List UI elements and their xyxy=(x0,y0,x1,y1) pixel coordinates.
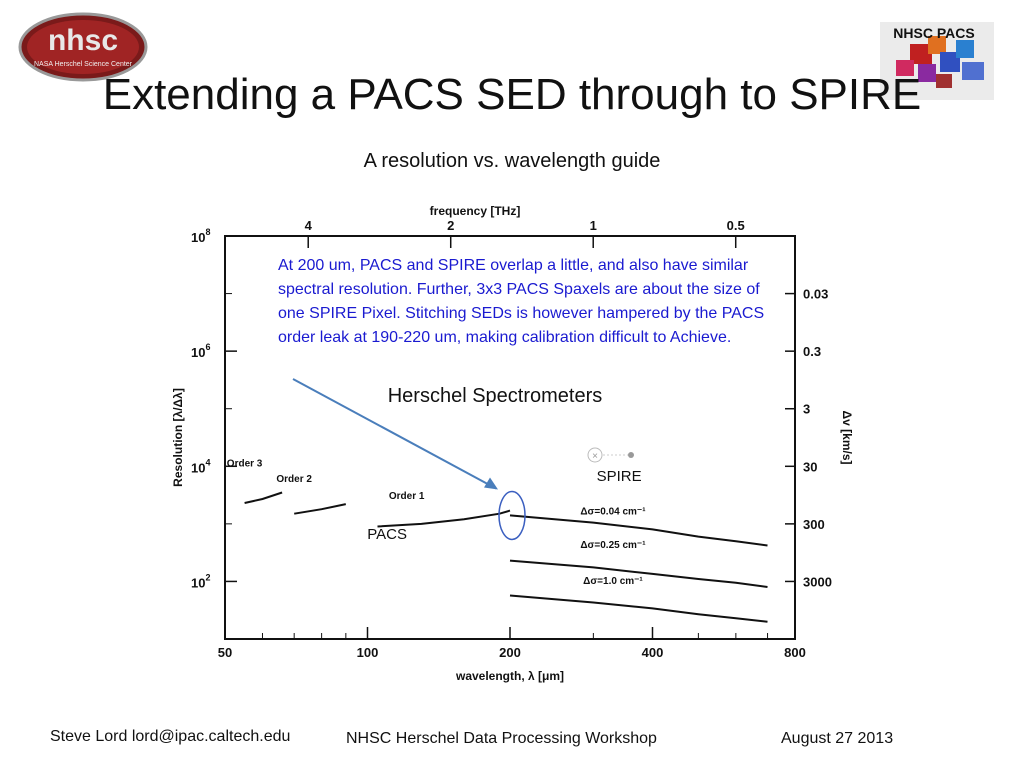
series-line-4 xyxy=(509,514,768,547)
footer-event: NHSC Herschel Data Processing Workshop xyxy=(346,730,657,747)
right-axis-label: Δv [km/s] xyxy=(840,411,854,465)
footer-date: August 27 2013 xyxy=(781,730,894,747)
series-line-1 xyxy=(244,491,283,504)
nhsc-logo: nhsc NASA Herschel Science Center xyxy=(18,12,148,82)
series-line-3 xyxy=(377,509,511,528)
series-label-2: Order 2 xyxy=(276,474,312,485)
overlap-highlight-ellipse xyxy=(498,490,526,541)
x-tick-label: 800 xyxy=(784,645,806,660)
overlay-layer: × xyxy=(292,378,634,541)
series-label-1: Order 3 xyxy=(227,458,263,469)
x-tick-label: 50 xyxy=(218,645,232,660)
right-tick-label: 3 xyxy=(803,402,810,417)
marker-dot xyxy=(628,452,634,458)
footer-author: Steve Lord lord@ipac.caltech.edu xyxy=(50,728,291,745)
top-tick-label: 2 xyxy=(447,218,454,233)
nhsc-logo-subtext: NASA Herschel Science Center xyxy=(34,61,133,68)
right-tick-label: 0.03 xyxy=(803,287,828,302)
series-line-5 xyxy=(509,559,768,588)
close-marker-icon xyxy=(587,447,603,463)
right-tick-label: 300 xyxy=(803,517,825,532)
nhsc-pacs-logo: NHSC PACS xyxy=(870,14,998,104)
x-tick-label: 100 xyxy=(357,645,379,660)
right-tick-label: 0.3 xyxy=(803,344,821,359)
top-axis-label: frequency [THz] xyxy=(430,204,521,218)
y-tick-label: 104 xyxy=(191,457,210,475)
top-tick-label: 1 xyxy=(590,218,597,233)
chart-annotation-2: SPIRE xyxy=(597,468,642,485)
series-line-6 xyxy=(509,594,768,623)
nhsc-logo-text: nhsc xyxy=(48,24,118,57)
x-tick-label: 200 xyxy=(499,645,521,660)
y-tick-label: 108 xyxy=(191,227,210,245)
right-tick-label: 30 xyxy=(803,459,817,474)
annotation-arrow xyxy=(292,378,497,490)
y-tick-label: 102 xyxy=(191,572,210,590)
x-tick-label: 400 xyxy=(642,645,664,660)
series-line-2 xyxy=(294,503,347,515)
annotation-arrowhead xyxy=(484,477,498,490)
series-label-6: Δσ=1.0 cm⁻¹ xyxy=(583,576,643,587)
y-tick-label: 106 xyxy=(191,342,210,360)
series-layer xyxy=(244,491,768,623)
slide-subtitle: A resolution vs. wavelength guide xyxy=(363,150,661,172)
top-tick-label: 4 xyxy=(305,218,313,233)
right-tick-label: 3000 xyxy=(803,574,832,589)
close-marker-glyph: × xyxy=(592,451,598,462)
x-axis-label: wavelength, λ [μm] xyxy=(455,669,564,683)
series-label-4: Δσ=0.04 cm⁻¹ xyxy=(580,507,646,518)
y-axis-label: Resolution [λ/Δλ] xyxy=(171,388,185,487)
chart-title: Herschel Spectrometers xyxy=(388,385,603,407)
overlap-annotation: At 200 um, PACS and SPIRE overlap a litt… xyxy=(278,257,765,346)
labels-layer: 50 100 200 400 800 4 2 1 0.5 102 104 106 108 0.03 0.3 3… xyxy=(171,204,854,683)
nhsc-pacs-logo-text: NHSC PACS xyxy=(893,25,974,41)
ticks-layer xyxy=(224,235,796,640)
series-label-3: Order 1 xyxy=(389,491,425,502)
top-tick-label: 0.5 xyxy=(727,218,745,233)
series-label-5: Δσ=0.25 cm⁻¹ xyxy=(580,540,646,551)
chart-annotation-1: PACS xyxy=(367,526,407,543)
slide-title: Extending a PACS SED through to SPIRE xyxy=(102,70,922,119)
